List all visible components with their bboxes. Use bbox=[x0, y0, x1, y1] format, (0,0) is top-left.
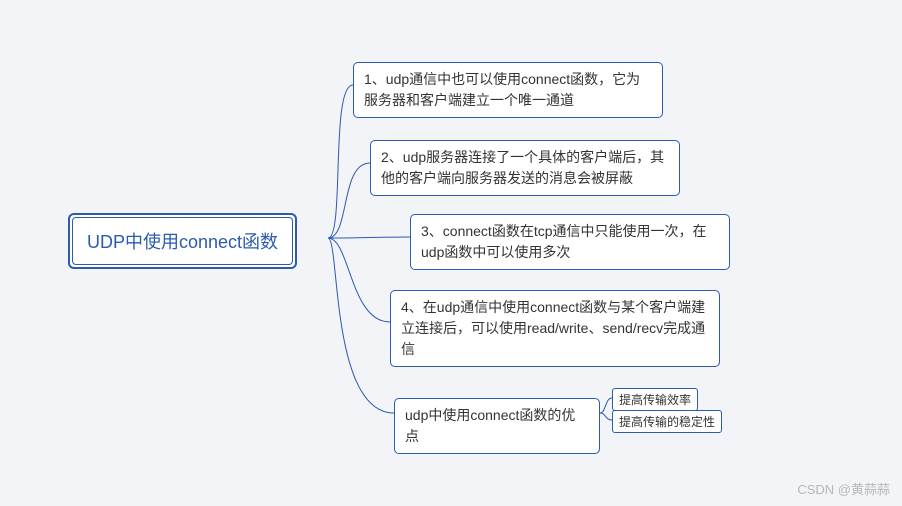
root-node: UDP中使用connect函数 bbox=[68, 213, 297, 269]
edge bbox=[600, 413, 612, 420]
edge bbox=[328, 238, 394, 413]
edge bbox=[600, 398, 612, 413]
child-node-c2: 2、udp服务器连接了一个具体的客户端后，其他的客户端向服务器发送的消息会被屏蔽 bbox=[370, 140, 680, 196]
sub-node-s1: 提高传输效率 bbox=[612, 388, 698, 411]
root-label: UDP中使用connect函数 bbox=[72, 217, 293, 265]
child-node-c5: udp中使用connect函数的优点 bbox=[394, 398, 600, 454]
edge bbox=[328, 163, 370, 238]
child-node-c1: 1、udp通信中也可以使用connect函数，它为服务器和客户端建立一个唯一通道 bbox=[353, 62, 663, 118]
edge bbox=[328, 85, 353, 238]
sub-node-s2: 提高传输的稳定性 bbox=[612, 410, 722, 433]
child-node-c3: 3、connect函数在tcp通信中只能使用一次，在udp函数中可以使用多次 bbox=[410, 214, 730, 270]
child-node-c4: 4、在udp通信中使用connect函数与某个客户端建立连接后，可以使用read… bbox=[390, 290, 720, 367]
watermark: CSDN @黄蒜蒜 bbox=[797, 479, 890, 498]
edge bbox=[328, 237, 410, 238]
edge bbox=[328, 238, 390, 322]
